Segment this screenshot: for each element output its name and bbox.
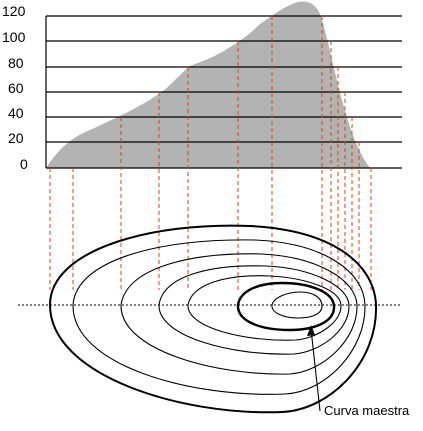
contour-line xyxy=(120,253,358,375)
tick-label-0: 0 xyxy=(20,156,28,172)
callout-curva-maestra: Curva maestra xyxy=(307,325,410,418)
contour-line xyxy=(72,239,366,395)
callout-arrowhead xyxy=(307,325,315,336)
tick-label-40: 40 xyxy=(8,105,24,121)
tick-label-80: 80 xyxy=(8,55,24,71)
contour-line-summit xyxy=(271,291,323,319)
callout-leader-line xyxy=(310,328,321,412)
tick-label-60: 60 xyxy=(8,80,24,96)
contour-map xyxy=(48,224,378,414)
index-contour xyxy=(236,281,336,332)
grid-lines xyxy=(46,15,402,169)
tick-label-20: 20 xyxy=(8,130,24,146)
tick-label-120: 120 xyxy=(2,3,26,19)
profile-chart: 120 100 80 60 40 20 0 xyxy=(2,1,402,172)
contour-line xyxy=(187,275,342,341)
tick-label-100: 100 xyxy=(2,29,26,45)
contour-line xyxy=(158,265,350,355)
projection-lines xyxy=(49,16,372,290)
contour-line-outer xyxy=(48,224,378,414)
callout-label: Curva maestra xyxy=(324,403,410,418)
y-axis-ticks: 120 100 80 60 40 20 0 xyxy=(2,3,28,172)
elevation-profile xyxy=(46,1,370,168)
